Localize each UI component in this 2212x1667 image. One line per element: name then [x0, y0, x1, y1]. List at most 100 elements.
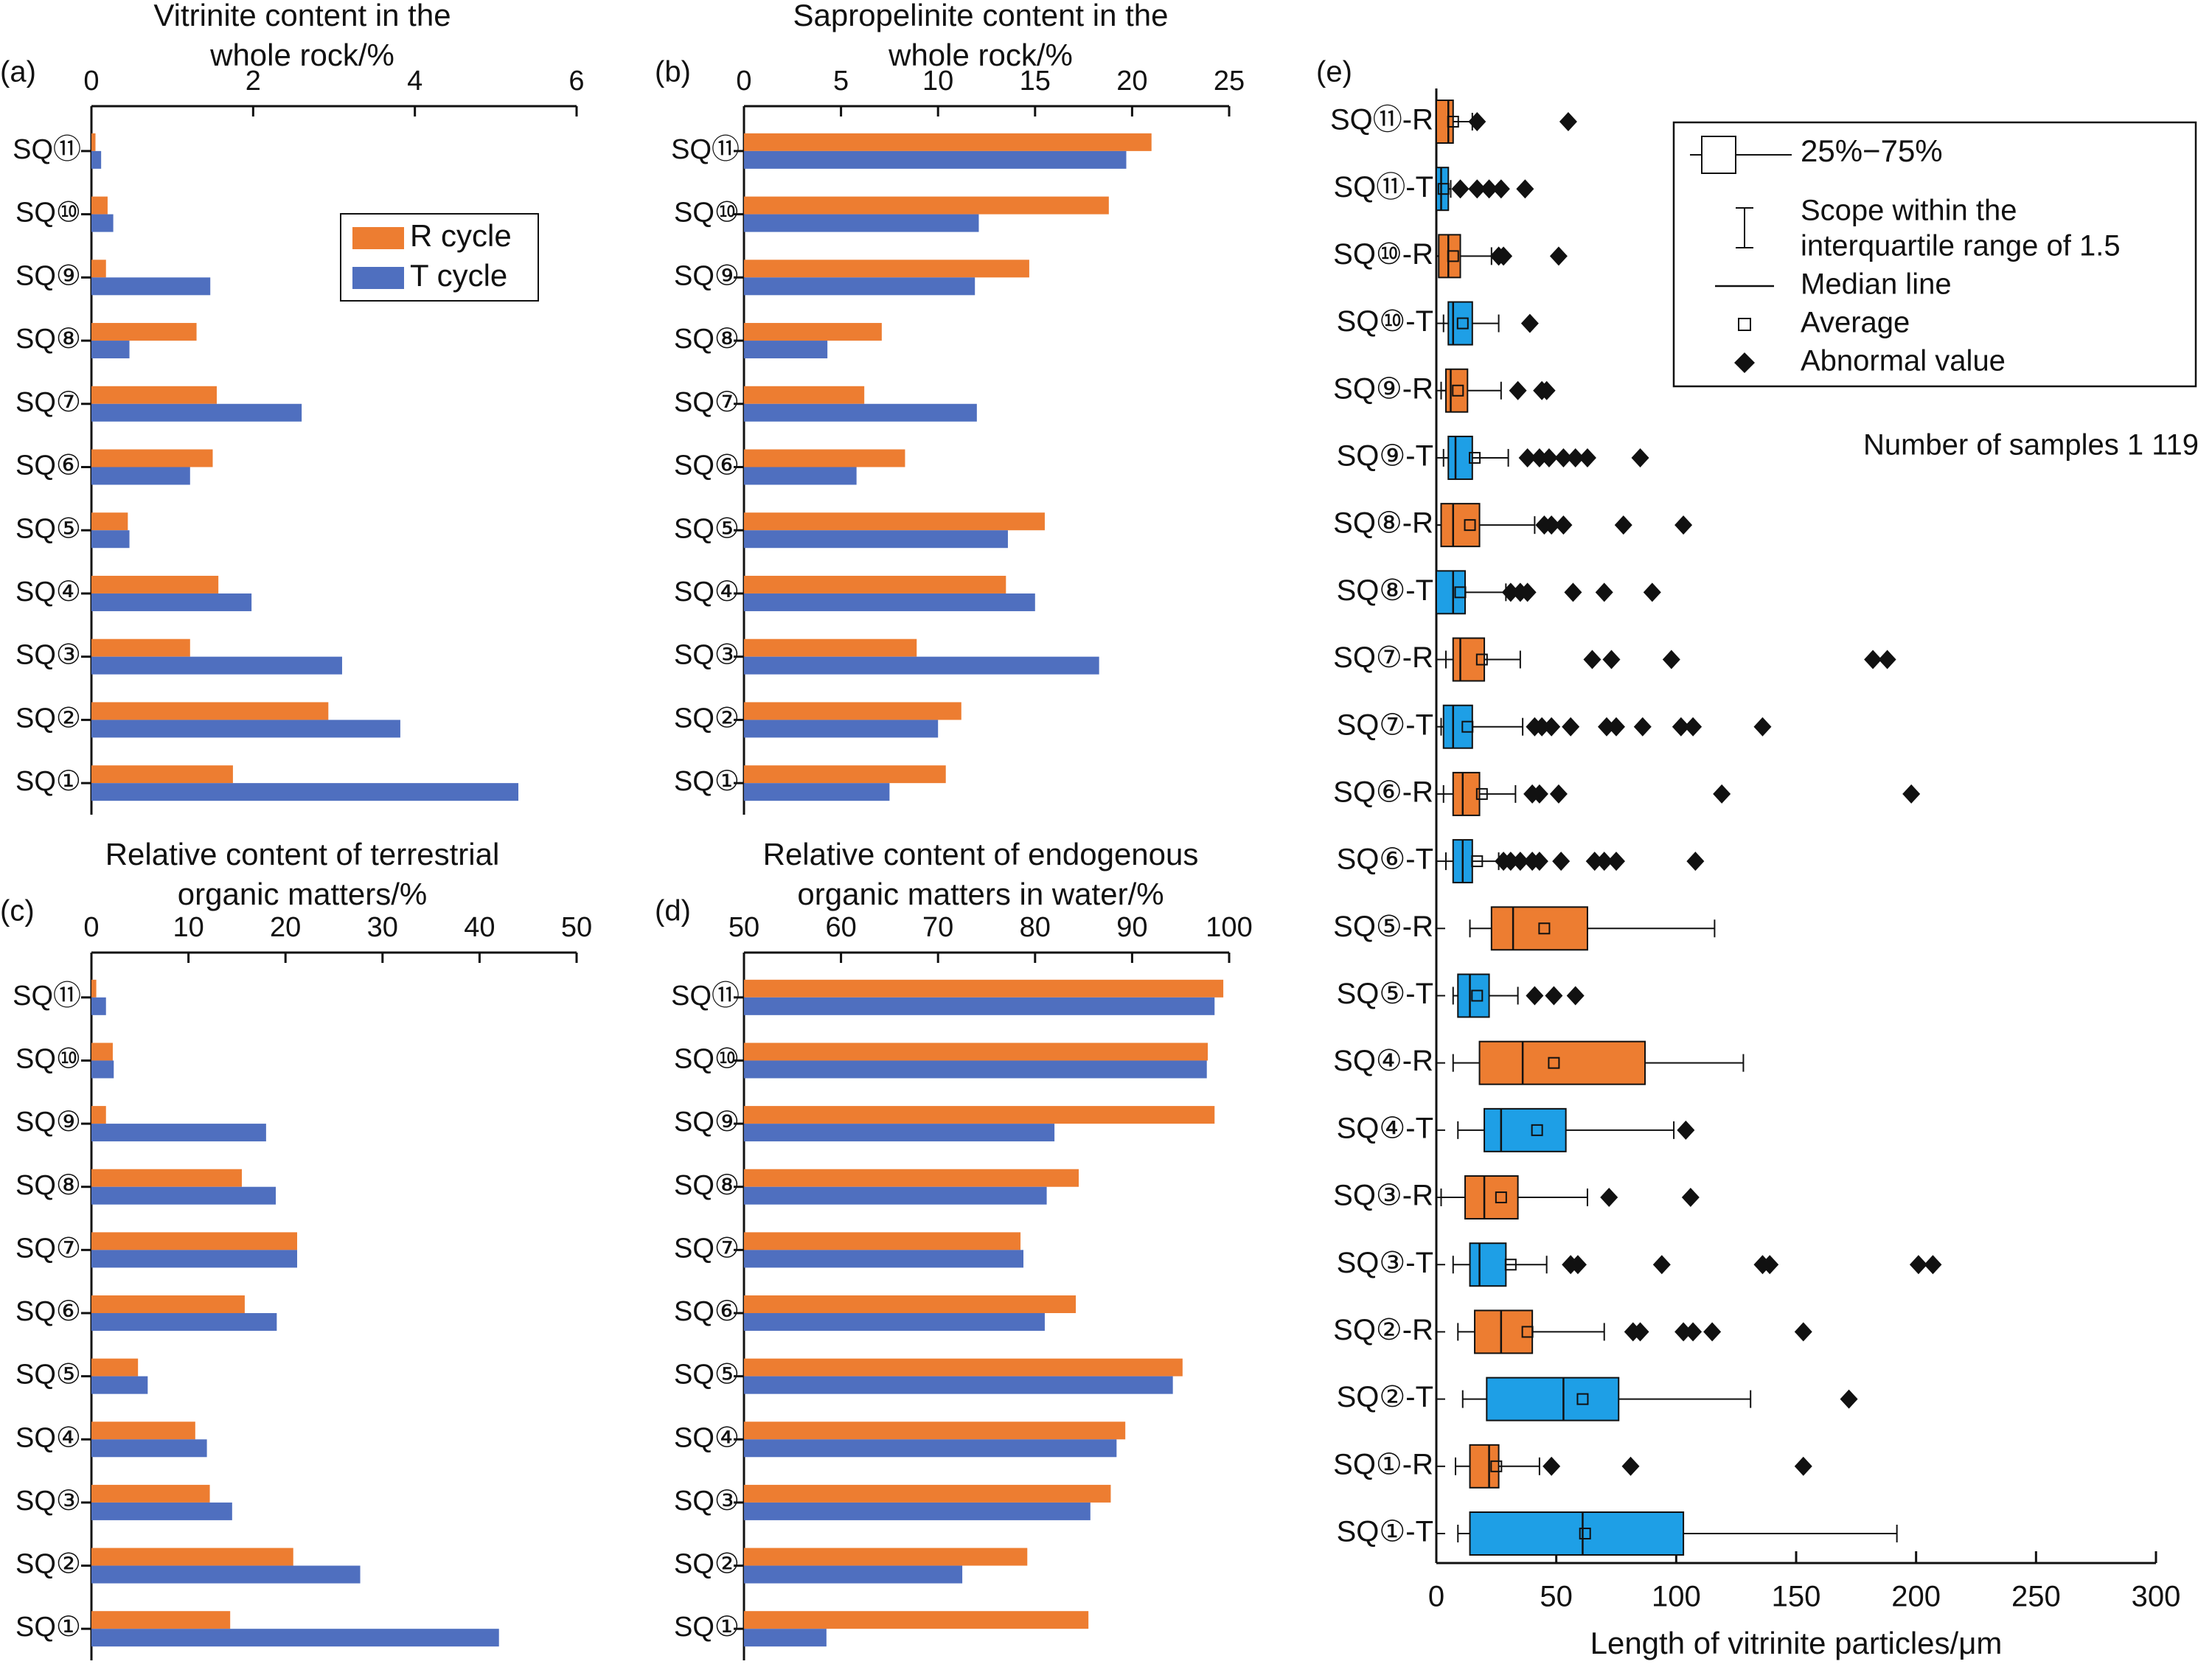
box-label: SQ⑥-T	[1337, 843, 1433, 876]
legend-average-label: Average	[1801, 307, 1910, 339]
outlier-point	[1559, 112, 1577, 131]
mean-marker	[1452, 384, 1464, 397]
box-label: SQ③-R	[1333, 1180, 1433, 1212]
x-tick-label: 20	[1116, 66, 1147, 97]
bar-r-6	[744, 1358, 1183, 1377]
outlier-point	[1568, 1255, 1587, 1275]
outlier-point	[1761, 1255, 1779, 1275]
bar-r-9	[744, 1548, 1028, 1566]
panel-label: (e)	[1316, 56, 1352, 88]
bar-r-0	[744, 133, 1152, 151]
outlier-point	[1631, 448, 1649, 467]
bar-t-4	[91, 403, 302, 422]
bar-t-7	[91, 593, 252, 611]
y-tick-label: SQ①	[15, 1612, 81, 1643]
x-tick-label: 2	[246, 66, 261, 97]
y-tick-label: SQ①	[674, 1612, 740, 1643]
outlier-point	[1533, 717, 1551, 737]
y-tick-label: SQ④	[15, 1422, 81, 1453]
outlier-point	[1543, 1456, 1561, 1476]
outlier-point	[1794, 1456, 1812, 1476]
y-tick-label: SQ②	[674, 1549, 740, 1580]
x-tick-label: 200	[1891, 1581, 1941, 1613]
bar-t-8	[744, 656, 1099, 675]
iqr-box	[1445, 368, 1469, 413]
outlier-point	[1621, 1456, 1640, 1476]
bar-r-9	[91, 702, 329, 720]
bar-t-6	[744, 1376, 1173, 1394]
box-label: SQ⑧-R	[1333, 507, 1433, 540]
y-tick-label: SQ⑦	[15, 387, 81, 418]
outlier-point	[1554, 515, 1573, 535]
mean-marker	[1521, 1326, 1534, 1338]
y-tick-label: SQ④	[674, 1422, 740, 1453]
outlier-point	[1753, 717, 1772, 737]
bar-r-6	[744, 512, 1045, 531]
bar-t-1	[744, 1060, 1207, 1079]
y-tick-label: SQ⑩	[15, 1043, 81, 1074]
iqr-box	[1438, 234, 1461, 279]
bar-t-6	[91, 1376, 148, 1394]
bar-t-1	[91, 214, 114, 232]
outlier-point	[1480, 179, 1498, 199]
mean-marker	[1579, 1528, 1591, 1539]
bar-t-3	[91, 341, 130, 359]
bar-r-3	[91, 323, 197, 341]
mean-marker	[1456, 317, 1469, 330]
bar-r-7	[91, 575, 219, 594]
outlier-point	[1543, 717, 1561, 737]
box-SQ⑨-T: SQ⑨-T	[1337, 435, 1649, 480]
outlier-point	[1674, 515, 1693, 535]
bar-t-5	[744, 1313, 1045, 1331]
y-tick-label: SQ⑤	[674, 513, 740, 544]
bar-r-4	[91, 1232, 297, 1250]
outlier-point	[1794, 1322, 1812, 1342]
bar-t-0	[91, 150, 102, 169]
bar-t-2	[744, 277, 975, 296]
x-tick-label: 15	[1020, 66, 1051, 97]
outlier-point	[1492, 179, 1510, 199]
y-tick-label: SQ⑦	[15, 1233, 81, 1264]
bar-r-8	[744, 638, 917, 657]
y-tick-label: SQ②	[15, 703, 81, 734]
outlier-point	[1585, 852, 1604, 871]
x-tick-label: 5	[833, 66, 849, 97]
outlier-point	[1878, 650, 1896, 669]
bar-r-8	[91, 1484, 210, 1503]
outlier-point	[1607, 717, 1625, 737]
outlier-point	[1509, 380, 1527, 400]
bar-r-1	[91, 196, 108, 215]
mean-marker	[1531, 1124, 1543, 1136]
outlier-point	[1643, 582, 1661, 602]
outlier-point	[1566, 448, 1585, 467]
box-label: SQ①-T	[1337, 1516, 1433, 1548]
bar-r-3	[91, 1169, 242, 1187]
y-tick-label: SQ⑧	[674, 1170, 740, 1201]
iqr-box	[1447, 301, 1473, 346]
bar-r-3	[744, 1169, 1079, 1187]
outlier-point	[1554, 448, 1573, 467]
bar-t-3	[744, 1186, 1047, 1205]
outlier-point	[1703, 1322, 1722, 1342]
box-SQ⑩-T: SQ⑩-T	[1337, 301, 1539, 346]
outlier-point	[1662, 650, 1680, 669]
bar-t-8	[91, 1502, 232, 1520]
mean-marker	[1447, 250, 1459, 262]
bar-r-5	[744, 449, 905, 467]
bar-r-0	[91, 133, 96, 151]
mean-marker	[1490, 1460, 1503, 1472]
outlier-point	[1549, 246, 1568, 266]
box-SQ②-T: SQ②-T	[1337, 1377, 1858, 1421]
y-tick-label: SQ⑨	[15, 260, 81, 291]
mean-marker	[1464, 519, 1476, 532]
box-label: SQ⑤-R	[1333, 911, 1433, 943]
bar-r-8	[744, 1484, 1111, 1503]
box-label: SQ⑧-T	[1337, 574, 1433, 607]
y-tick-label: SQ⑦	[674, 1233, 740, 1264]
outlier-point	[1562, 717, 1580, 737]
outlier-point	[1631, 1322, 1649, 1342]
bar-t-8	[91, 656, 342, 675]
y-tick-label: SQ⑪	[671, 981, 740, 1012]
outlier-point	[1633, 717, 1652, 737]
bar-r-10	[744, 765, 946, 784]
